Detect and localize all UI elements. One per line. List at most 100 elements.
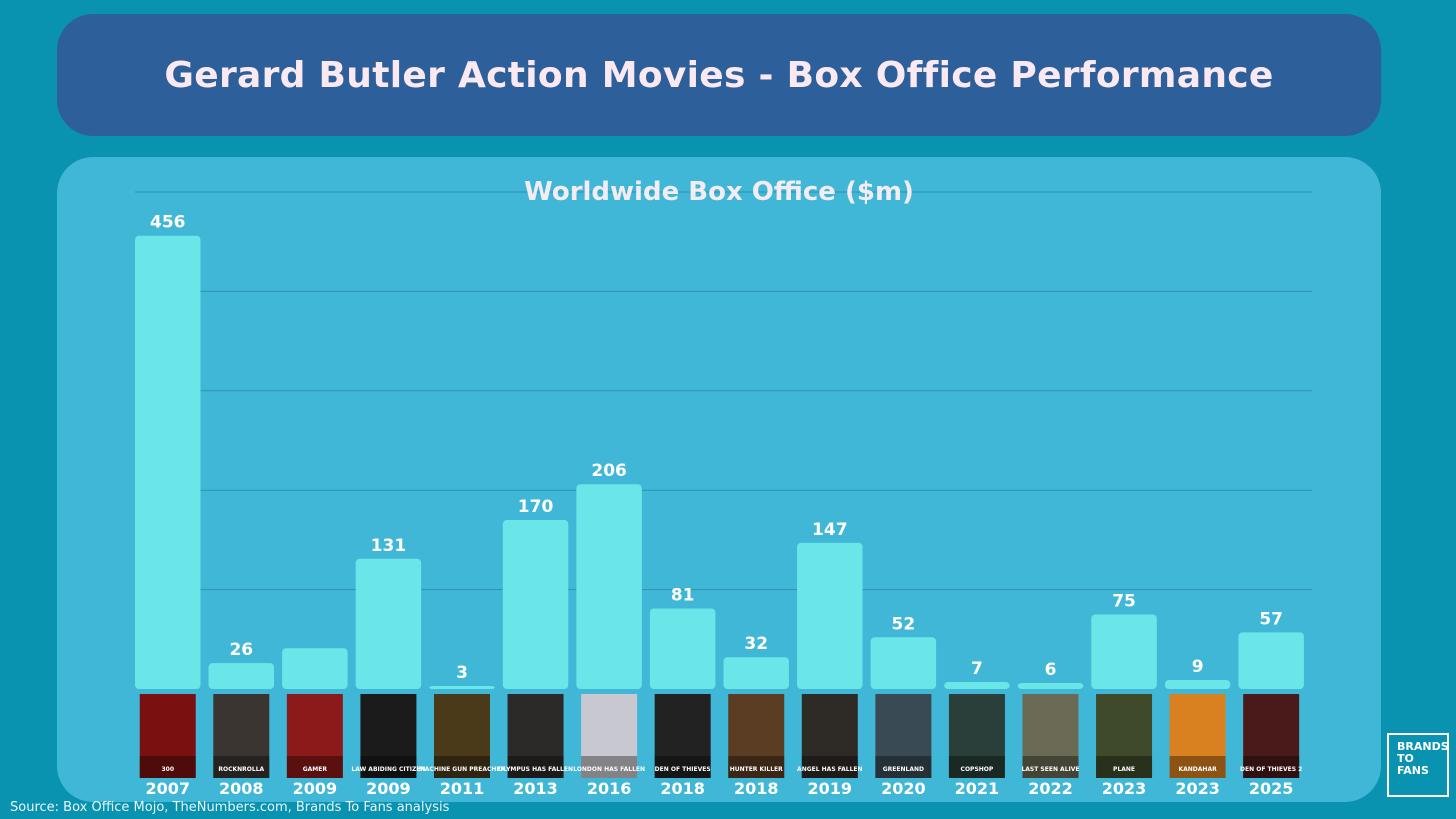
movie-poster [1169,694,1226,778]
x-tick-label: 2022 [1028,779,1073,798]
bar [1238,632,1304,689]
bar [1017,683,1084,689]
title-banner: Gerard Butler Action Movies - Box Office… [57,14,1381,136]
movie-poster [1022,694,1079,778]
poster-title: LONDON HAS FALLEN [573,766,645,773]
poster-title: 300 [161,766,174,773]
page-title: Gerard Butler Action Movies - Box Office… [164,54,1274,96]
poster-title: KANDAHAR [1178,766,1217,773]
x-tick-label: 2019 [808,779,853,798]
poster-shade [1243,756,1300,778]
poster-title: GAMER [303,766,328,773]
data-label: 7 [971,659,983,679]
chart-title: Worldwide Box Office ($m) [524,177,914,207]
bar [576,484,642,689]
bar [135,235,201,689]
movie-poster [1096,694,1153,778]
data-label: 3 [456,663,468,683]
bar [797,542,863,689]
movie-poster [433,694,490,778]
data-label: 81 [671,585,695,605]
data-label: 6 [1045,660,1057,680]
x-tick-label: 2009 [366,779,411,798]
movie-poster [875,694,932,778]
x-tick-label: 2007 [145,779,190,798]
poster-shade [948,756,1005,778]
bar [208,663,275,689]
data-label: 32 [744,634,768,654]
data-label: 75 [1112,591,1136,611]
data-label: 147 [812,520,848,540]
source-note: Source: Box Office Mojo, TheNumbers.com,… [10,800,450,815]
poster-shade [286,756,343,778]
bar [282,648,348,689]
data-label: 170 [518,497,554,517]
bar [502,520,569,689]
x-tick-label: 2016 [587,779,632,798]
poster-title: DEN OF THIEVES 2 [1240,766,1302,773]
logo-line-1: BRANDS [1397,740,1449,753]
movie-poster [1243,694,1300,778]
x-tick-label: 2011 [440,779,485,798]
bar [429,686,495,689]
poster-shade [213,756,270,778]
movie-poster [948,694,1005,778]
x-tick-label: 2021 [955,779,1000,798]
poster-title: LAST SEEN ALIVE [1021,766,1079,773]
x-tick-label: 2020 [881,779,926,798]
data-label: 57 [1259,609,1283,629]
x-tick-label: 2023 [1175,779,1220,798]
bar [1091,614,1157,689]
poster-shade [581,756,638,778]
movie-poster [801,694,858,778]
chart-card: Worldwide Box Office ($m) 456 300 2007 26 ROC… [57,157,1381,802]
movie-poster [213,694,270,778]
poster-shade [801,756,858,778]
data-label: 131 [371,536,407,556]
bar-chart: Worldwide Box Office ($m) 456 300 2007 26 ROC… [135,177,1312,798]
poster-shade [433,756,490,778]
data-label: 9 [1192,657,1204,677]
poster-shade [507,756,564,778]
x-tick-label: 2013 [513,779,558,798]
movie-poster [507,694,564,778]
poster-title: DEN OF THIEVES [655,766,711,773]
movie-poster [286,694,343,778]
movie-poster [654,694,711,778]
poster-title: MACHINE GUN PREACHER [419,766,506,773]
poster-shade [654,756,711,778]
movie-poster [139,694,196,778]
bar [649,608,716,689]
data-label: 26 [229,640,253,660]
x-tick-label: 2023 [1102,779,1147,798]
poster-shade [139,756,196,778]
bar [944,682,1010,689]
x-tick-label: 2009 [293,779,338,798]
x-tick-label: 2008 [219,779,264,798]
movie-poster [728,694,785,778]
logo-line-2: TO [1397,752,1414,765]
bar [1164,680,1231,689]
poster-shade [1169,756,1226,778]
poster-shade [1022,756,1079,778]
poster-shade [875,756,932,778]
bar [723,657,789,689]
logo-line-3: FANS [1397,764,1429,777]
data-label: 456 [150,213,186,233]
poster-shade [360,756,417,778]
x-tick-label: 2018 [660,779,705,798]
poster-title: OLYMPUS HAS FALLEN [498,766,573,773]
x-tick-label: 2018 [734,779,779,798]
poster-title: COPSHOP [961,766,994,773]
data-label: 206 [591,461,627,481]
poster-title: LAW ABIDING CITIZEN [351,766,425,773]
movie-poster [581,694,638,778]
poster-title: HUNTER KILLER [730,766,783,773]
data-label: 52 [892,614,916,634]
bar [355,558,422,689]
poster-title: GREENLAND [883,766,924,773]
poster-shade [728,756,785,778]
x-tick-label: 2025 [1249,779,1294,798]
poster-title: ROCKNROLLA [218,766,264,773]
poster-shade [1096,756,1153,778]
